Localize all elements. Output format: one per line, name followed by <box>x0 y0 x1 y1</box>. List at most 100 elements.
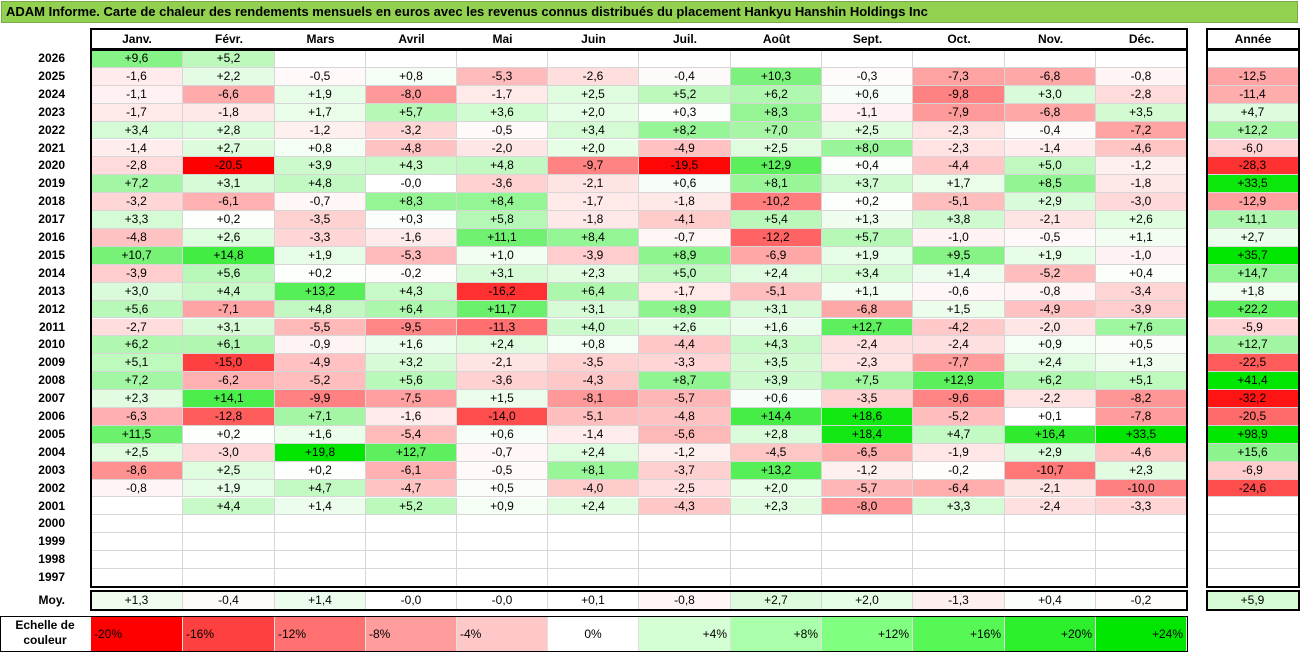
heatmap-cell: +2,0 <box>548 103 639 122</box>
heatmap-cell: -4,5 <box>731 443 822 462</box>
heatmap-cell: +0,3 <box>639 103 731 122</box>
heatmap-cell: +0,8 <box>366 67 457 86</box>
heatmap-cell: -7,1 <box>183 300 275 319</box>
heatmap-cell <box>457 551 548 570</box>
heatmap-cell <box>639 569 731 587</box>
year-total-cell: -6,0 <box>1207 139 1299 158</box>
heatmap-cell <box>1096 551 1187 570</box>
month-header: Nov. <box>1037 32 1064 46</box>
average-cell: +2,7 <box>731 591 822 610</box>
heatmap-cell: +9,5 <box>913 246 1005 265</box>
heatmap-cell: +4,8 <box>275 300 366 319</box>
heatmap-cell: -5,3 <box>366 246 457 265</box>
heatmap-cell: +2,3 <box>731 497 822 516</box>
year-label: 2012 <box>38 301 65 316</box>
heatmap-cell: +3,1 <box>183 318 275 337</box>
heatmap-cell: -2,1 <box>457 354 548 373</box>
color-scale-label: Echelle de couleur <box>0 618 90 648</box>
heatmap-cell <box>639 551 731 570</box>
color-scale-swatch: -12% <box>275 617 366 651</box>
heatmap-cell: +2,4 <box>731 264 822 283</box>
heatmap-cell: +0,8 <box>275 139 366 158</box>
year-total-cell: +22,2 <box>1207 300 1299 319</box>
report-title: ADAM Informe. Carte de chaleur des rende… <box>1 1 1298 23</box>
year-label: 2009 <box>38 355 65 370</box>
heatmap-cell: +3,5 <box>731 354 822 373</box>
heatmap-cell: -1,1 <box>822 103 913 122</box>
heatmap-cell: -3,2 <box>366 121 457 140</box>
heatmap-cell: +4,3 <box>366 157 457 176</box>
heatmap-cell: +0,8 <box>548 336 639 355</box>
year-label: 2002 <box>38 480 65 495</box>
average-cell: -0,0 <box>457 591 548 610</box>
heatmap-cell: -0,0 <box>366 175 457 194</box>
heatmap-cell <box>822 569 913 587</box>
heatmap-cell: +0,6 <box>639 175 731 194</box>
heatmap-cell: +3,4 <box>548 121 639 140</box>
heatmap-cell <box>822 515 913 534</box>
heatmap-cell: -4,6 <box>1096 139 1187 158</box>
heatmap-cell: -5,1 <box>731 282 822 301</box>
average-cell: +2,0 <box>822 591 913 610</box>
heatmap-cell: +4,4 <box>183 497 275 516</box>
heatmap-cell: +14,4 <box>731 408 822 426</box>
heatmap-cell: -16,2 <box>457 282 548 301</box>
heatmap-cell <box>822 551 913 570</box>
heatmap-cell: +8,3 <box>366 193 457 212</box>
year-total-cell: +2,7 <box>1207 229 1299 247</box>
heatmap-cell <box>91 515 183 534</box>
heatmap-cell: -8,6 <box>91 461 183 480</box>
heatmap-cell: -12,8 <box>183 408 275 426</box>
heatmap-cell: -6,4 <box>913 479 1005 498</box>
heatmap-cell: +5,7 <box>366 103 457 122</box>
heatmap-cell: +3,9 <box>731 372 822 391</box>
heatmap-cell: +2,5 <box>731 139 822 158</box>
heatmap-cell: +8,9 <box>639 300 731 319</box>
color-scale-swatch: 0% <box>548 617 639 651</box>
heatmap-cell: +13,2 <box>731 461 822 480</box>
heatmap-cell <box>548 551 639 570</box>
heatmap-cell: -2,1 <box>1005 479 1096 498</box>
heatmap-cell: -8,0 <box>366 85 457 104</box>
heatmap-cell: -7,8 <box>1096 408 1187 426</box>
heatmap-cell: -3,3 <box>1096 497 1187 516</box>
average-label: Moy. <box>38 593 65 607</box>
heatmap-cell: +6,4 <box>366 300 457 319</box>
heatmap-cell <box>275 515 366 534</box>
color-scale-swatch: +16% <box>913 617 1005 651</box>
heatmap-cell: +8,9 <box>639 246 731 265</box>
heatmap-cell: +1,9 <box>275 85 366 104</box>
heatmap-cell: -9,9 <box>275 390 366 408</box>
heatmap-cell: -2,3 <box>913 121 1005 140</box>
heatmap-cell: +5,0 <box>1005 157 1096 176</box>
heatmap-cell: +12,7 <box>366 443 457 462</box>
heatmap-cell: +2,7 <box>183 139 275 158</box>
heatmap-cell: +0,2 <box>275 264 366 283</box>
heatmap-cell <box>1096 569 1187 587</box>
heatmap-cell: -0,8 <box>91 479 183 498</box>
year-total-cell: +15,6 <box>1207 443 1299 462</box>
heatmap-cell: +5,2 <box>639 85 731 104</box>
heatmap-cell: -2,3 <box>822 354 913 373</box>
heatmap-cell: +2,9 <box>1005 193 1096 212</box>
heatmap-cell <box>91 533 183 552</box>
year-label: 2018 <box>38 194 65 209</box>
heatmap-cell: -0,3 <box>822 67 913 86</box>
heatmap-cell: -0,8 <box>1005 282 1096 301</box>
month-header: Juil. <box>672 32 697 46</box>
year-total-cell: -24,6 <box>1207 479 1299 498</box>
heatmap-cell <box>366 551 457 570</box>
month-header: Mai <box>492 32 513 46</box>
heatmap-cell: +16,4 <box>1005 425 1096 444</box>
heatmap-cell: +18,4 <box>822 425 913 444</box>
heatmap-cell: -4,8 <box>91 229 183 247</box>
year-total-cell: +98,9 <box>1207 425 1299 444</box>
heatmap-cell: -5,5 <box>275 318 366 337</box>
heatmap-cell: -2,1 <box>1005 211 1096 229</box>
heatmap-cell: +8,4 <box>548 229 639 247</box>
heatmap-cell: +13,2 <box>275 282 366 301</box>
heatmap-cell: -3,5 <box>548 354 639 373</box>
heatmap-cell: +12,9 <box>731 157 822 176</box>
heatmap-cell <box>1096 515 1187 534</box>
color-scale-swatch: +20% <box>1005 617 1096 651</box>
